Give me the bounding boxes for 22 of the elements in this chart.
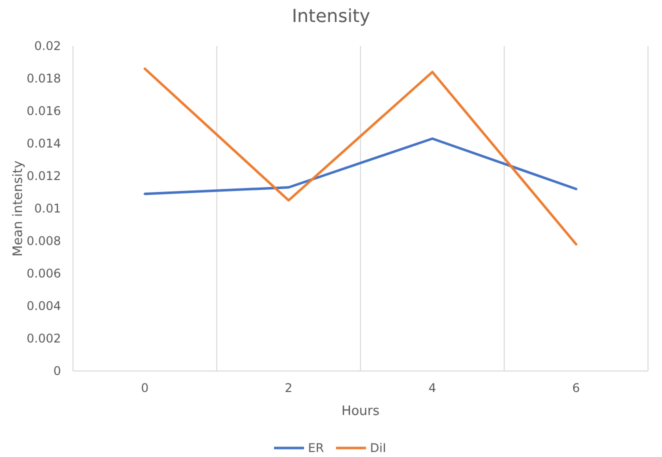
x-tick-label: 0 <box>141 381 149 395</box>
x-tick-label: 4 <box>428 381 436 395</box>
y-tick-label: 0.006 <box>26 266 61 281</box>
y-axis-title: Mean intensity <box>11 160 26 256</box>
y-tick-label: 0.02 <box>34 39 61 54</box>
x-axis-title: Hours <box>341 404 380 419</box>
y-tick-label: 0.016 <box>26 104 61 118</box>
y-tick-label: 0 <box>53 364 61 378</box>
line-series <box>144 137 578 196</box>
legend-label: ER <box>308 441 324 456</box>
legend-label: DiI <box>370 441 386 456</box>
line-series <box>144 68 578 246</box>
chart-title: Intensity <box>292 6 371 27</box>
y-tick-label: 0.012 <box>26 169 61 184</box>
y-tick-label: 0.008 <box>26 234 61 248</box>
y-tick-label: 0.018 <box>26 72 61 86</box>
x-tick-label: 2 <box>284 381 292 395</box>
y-tick-label: 0.002 <box>26 332 61 346</box>
y-tick-label: 0.014 <box>26 136 61 151</box>
x-tick-label: 6 <box>572 381 580 395</box>
y-tick-label: 0.01 <box>34 202 61 216</box>
y-tick-label: 0.004 <box>26 299 61 314</box>
